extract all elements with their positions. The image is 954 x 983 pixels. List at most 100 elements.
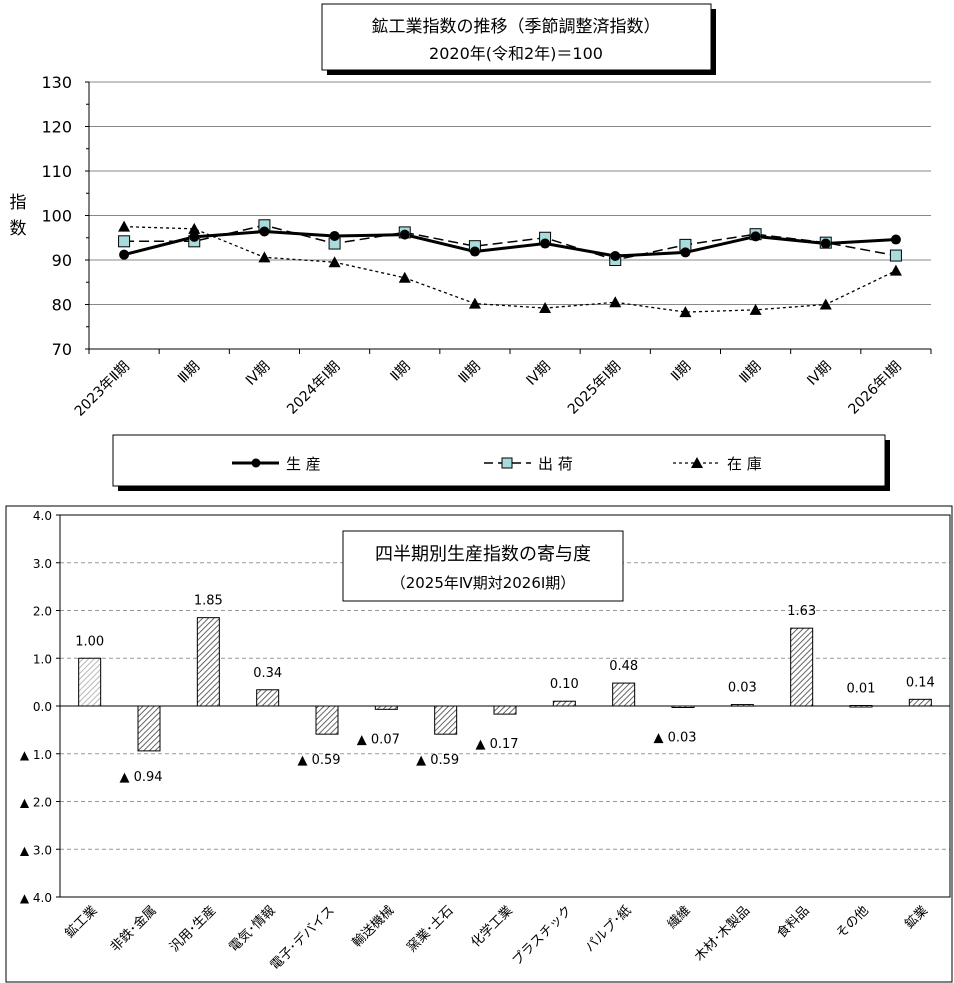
bar <box>908 698 932 707</box>
x-tick-label: 汎用･生産 <box>166 903 219 956</box>
bar-value-label: 1.85 <box>194 594 223 609</box>
bar-value-label: ▲ 0.59 <box>416 753 459 768</box>
x-tick-label: Ⅲ期 <box>456 359 484 387</box>
y-axis-label-char: 数 <box>10 219 27 239</box>
line-title-box <box>321 3 712 71</box>
bar <box>493 705 517 715</box>
point-inventory <box>889 264 902 276</box>
y-tick-label: 130 <box>41 73 72 92</box>
bar-value-label: 0.01 <box>847 682 876 697</box>
x-tick-label: その他 <box>834 903 872 941</box>
bar-value-label: 0.14 <box>906 675 935 690</box>
bar-value-label: ▲ 0.59 <box>297 753 340 768</box>
x-tick-label: 輸送機械 <box>350 903 397 950</box>
y-tick-label: 110 <box>41 162 72 181</box>
point-inventory <box>468 297 481 309</box>
bar-chart-subtitle: （2025年Ⅳ期対2026Ⅰ期） <box>391 574 576 592</box>
legend-item-inventory: 在 庫 <box>673 455 762 473</box>
y-tick-label: 0.0 <box>33 700 52 714</box>
point-inventory <box>398 271 411 283</box>
point-inventory <box>188 222 201 234</box>
x-tick-label: 鉱業 <box>901 903 931 933</box>
x-tick-label: プラスチック <box>510 903 576 969</box>
point-inventory <box>118 220 131 232</box>
bar-value-label: 0.34 <box>253 666 282 681</box>
y-tick-label: 120 <box>41 118 72 137</box>
x-tick-label: パルプ･紙 <box>583 903 635 955</box>
bar <box>612 682 636 707</box>
bar <box>137 705 161 752</box>
series-line-inventory <box>124 225 897 313</box>
bar <box>552 700 576 707</box>
bar-value-label: ▲ 0.17 <box>475 737 518 752</box>
y-tick-label: 1.0 <box>33 652 52 666</box>
bar-title-box <box>342 530 624 602</box>
bar <box>374 705 398 710</box>
y-tick-label: 4.0 <box>33 509 52 523</box>
x-tick-label: Ⅲ期 <box>736 359 764 387</box>
point-shipment <box>889 249 902 262</box>
point-production <box>890 234 901 245</box>
x-tick-label: 木材･木製品 <box>692 903 753 964</box>
y-tick-label: 70 <box>52 340 72 359</box>
bar <box>671 705 695 708</box>
bar-value-label: ▲ 0.03 <box>653 730 696 745</box>
point-production <box>680 247 691 258</box>
y-tick-label: 100 <box>41 207 72 226</box>
point-production <box>189 231 200 242</box>
bar-value-label: 0.03 <box>728 681 757 696</box>
x-tick-label: Ⅳ期 <box>524 359 554 389</box>
bar-value-label: ▲ 0.94 <box>119 770 162 785</box>
bar-chart-title: 四半期別生産指数の寄与度 <box>375 544 591 565</box>
bar-value-label: 1.00 <box>75 634 104 649</box>
x-tick-label: 鉱工業 <box>62 903 101 942</box>
point-shipment <box>118 235 131 248</box>
bar <box>315 705 339 735</box>
bar-value-label: 0.10 <box>550 677 579 692</box>
point-inventory <box>679 306 692 318</box>
legend-item-shipment: 出 荷 <box>484 455 573 473</box>
point-production <box>399 229 410 240</box>
line-chart-subtitle: 2020年(令和2年)＝100 <box>429 44 603 63</box>
y-tick-label: 2.0 <box>33 605 52 619</box>
x-tick-label: 2026年Ⅰ期 <box>846 359 905 418</box>
bar-value-label: 0.48 <box>609 659 638 674</box>
x-tick-label: Ⅲ期 <box>175 359 203 387</box>
legend-item-production: 生 産 <box>232 455 321 473</box>
point-inventory <box>819 298 832 310</box>
point-inventory <box>328 256 341 268</box>
x-tick-label: 食料品 <box>774 903 813 942</box>
x-tick-label: 繊維 <box>664 903 694 933</box>
y-tick-label: 3.0 <box>33 557 52 571</box>
point-production <box>469 246 480 257</box>
y-tick-label: ▲ 2.0 <box>20 796 52 810</box>
x-tick-label: Ⅳ期 <box>804 359 834 389</box>
y-tick-label: 80 <box>52 296 72 315</box>
y-tick-label: ▲ 4.0 <box>20 891 52 905</box>
x-tick-label: 電気･情報 <box>226 903 279 956</box>
point-production <box>750 231 761 242</box>
bar-chart-frame <box>5 505 953 983</box>
point-production <box>820 238 831 249</box>
point-inventory <box>609 296 622 308</box>
point-production <box>610 250 621 261</box>
point-production <box>119 249 130 260</box>
legend-label-shipment: 出 荷 <box>538 455 573 473</box>
bar <box>256 689 280 707</box>
y-axis-label-char: 指 <box>10 193 27 213</box>
x-tick-label: 2023年Ⅱ期 <box>72 359 133 420</box>
point-production <box>259 226 270 237</box>
x-tick-label: Ⅱ期 <box>387 359 413 385</box>
point-production <box>540 238 551 249</box>
bar <box>434 705 458 735</box>
point-inventory <box>749 303 762 315</box>
point-production <box>329 230 340 241</box>
plot-area <box>59 514 951 898</box>
bar-value-label: ▲ 0.07 <box>357 732 400 747</box>
point-inventory <box>539 302 552 314</box>
y-tick-label: ▲ 1.0 <box>20 748 52 762</box>
x-tick-label: 2025年Ⅰ期 <box>565 359 624 418</box>
x-tick-label: Ⅱ期 <box>668 359 694 385</box>
y-tick-label: 90 <box>52 251 72 270</box>
